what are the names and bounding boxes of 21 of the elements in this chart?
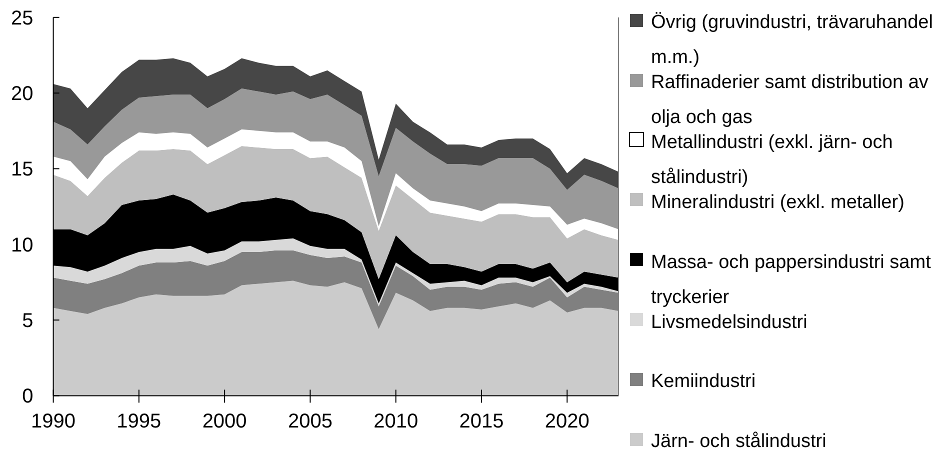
legend-label: Massa- och pappersindustri samt tryckerier [651,252,931,308]
x-tick-label: 2010 [374,410,418,433]
x-tick-label: 2020 [544,410,590,433]
y-tick-label: 10 [11,234,34,256]
legend-label: Övrig (gruvindustri, trävaruhandel m.m.) [651,12,933,68]
y-tick-label: 20 [11,83,34,106]
legend-label: Kemiindustri [651,371,756,392]
legend-label: Mineralindustri (exkl. metaller) [651,192,904,213]
x-tick-label: 1995 [116,410,162,433]
legend-label: Raffinaderier samt distribution av olja och gas [651,72,928,128]
legend-label: Metallindustri (exkl. järn- och stålindustri) [651,132,893,188]
x-tick-label: 2015 [459,410,504,433]
y-tick-label: 15 [11,158,34,181]
y-tick-label: 0 [22,386,34,408]
legend-label: Livsmedelsindustri [651,312,808,332]
x-tick-label: 1990 [31,410,76,433]
y-tick-label: 25 [11,7,34,30]
y-tick-label: 5 [22,310,34,332]
legend-label: Järn- och stålindustri [651,431,826,452]
x-tick-label: 2005 [288,410,332,433]
x-tick-label: 2000 [202,410,247,433]
